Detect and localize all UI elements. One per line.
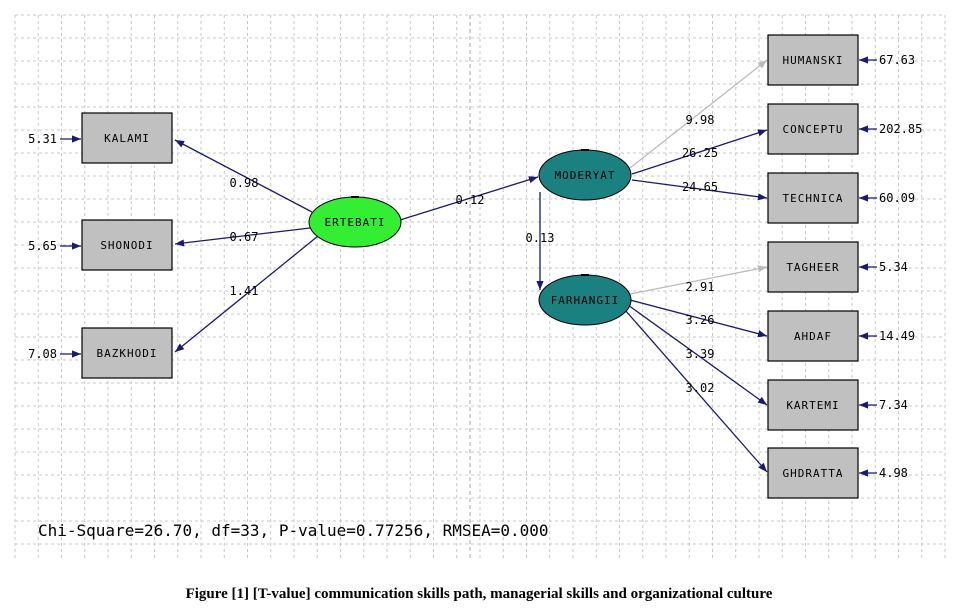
observed-label: KARTEMI: [786, 399, 839, 412]
observed-label: KALAMI: [104, 132, 150, 145]
path-arrow: [399, 176, 539, 221]
path-coefficient: 26.25: [682, 146, 718, 160]
observed-label: TECHNICA: [783, 192, 844, 205]
edges: 0.98 0.67 1.41 0.12 0.13 9.98 26.25 24.65 2.91 3.…: [174, 59, 768, 473]
path-coefficient: 24.65: [682, 180, 718, 194]
path-coefficient: 0.98: [230, 176, 259, 190]
path-coefficient: 3.02: [686, 381, 715, 395]
error-value: 5.31: [28, 132, 57, 146]
path-coefficient: 0.13: [526, 231, 555, 245]
figure-caption: Figure [1] [T-value] communication skill…: [186, 586, 773, 602]
error-value: 5.65: [28, 239, 57, 253]
error-value: 67.63: [879, 53, 915, 67]
observed-label: AHDAF: [794, 330, 832, 343]
path-arrow: [624, 309, 768, 473]
path-arrow: [174, 235, 319, 353]
observed-variable: [81, 327, 173, 379]
path-arrow: [629, 299, 768, 338]
error-value: 7.08: [28, 347, 57, 361]
observed-variable: [767, 379, 859, 431]
observed-variable: [767, 103, 859, 155]
observed-label: CONCEPTU: [783, 123, 844, 136]
path-arrow: [629, 59, 768, 169]
latent-label: ERTEBATI: [325, 216, 386, 229]
observed-label: TAGHEER: [786, 261, 839, 274]
error-value: 60.09: [879, 191, 915, 205]
observed-label: SHONODI: [100, 239, 153, 252]
path-arrow: [174, 227, 311, 247]
path-coefficient: 0.12: [456, 193, 485, 207]
observed-variable: [81, 219, 173, 271]
observed-variable: [767, 310, 859, 362]
observed-label: HUMANSKI: [783, 54, 844, 67]
path-arrow: [629, 265, 768, 295]
observed-variable: [81, 112, 173, 164]
path-coefficient: 1.41: [230, 284, 259, 298]
error-value: 5.34: [879, 260, 908, 274]
error-value: 202.85: [879, 122, 922, 136]
fit-statistics: Chi-Square=26.70, df=33, P-value=0.77256…: [38, 521, 549, 540]
error-value: 7.34: [879, 398, 908, 412]
path-coefficient: 3.39: [686, 347, 715, 361]
latent-label: MODERYAT: [555, 169, 616, 182]
observed-variable: [767, 447, 859, 499]
path-arrow: [631, 179, 768, 201]
error-value: 14.49: [879, 329, 915, 343]
path-arrow: [174, 139, 313, 213]
observed-label: GHDRATTA: [783, 467, 844, 480]
observed-variable: [767, 172, 859, 224]
error-value: 4.98: [879, 466, 908, 480]
path-arrow: [631, 129, 768, 175]
observed-variable: [767, 241, 859, 293]
path-coefficient: 2.91: [686, 280, 715, 294]
nodes: KALAMI SHONODI BAZKHODI ERTEBATI MODERYAT FAR…: [28, 34, 922, 499]
path-coefficient: 9.98: [686, 113, 715, 127]
observed-label: BAZKHODI: [97, 347, 158, 360]
path-arrow: [627, 304, 768, 406]
path-coefficient: 3.26: [686, 313, 715, 327]
latent-label: FARHANGII: [551, 294, 620, 307]
observed-variable: [767, 34, 859, 86]
path-coefficient: 0.67: [230, 230, 259, 244]
